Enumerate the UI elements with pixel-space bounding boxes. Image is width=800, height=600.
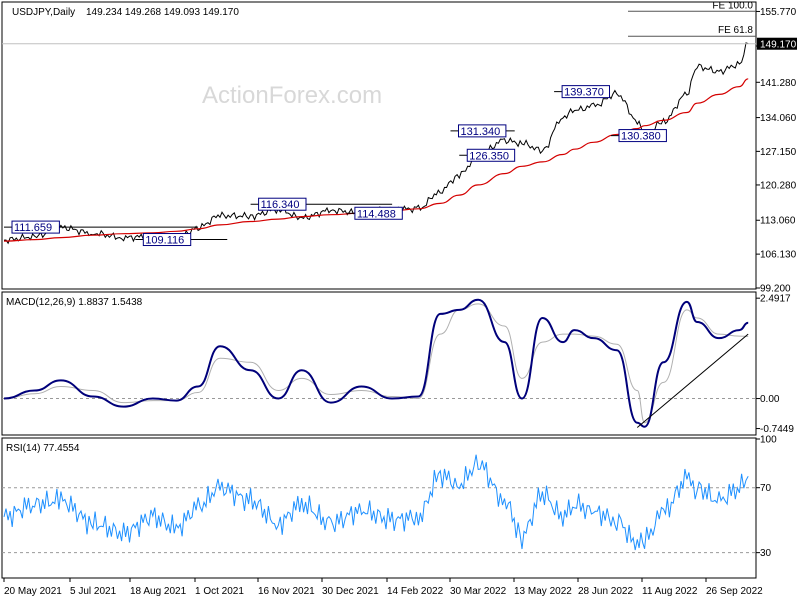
level-label: 131.340 [460, 126, 500, 138]
last-price-label: 149.170 [760, 40, 797, 51]
x-tick-label: 28 Jun 2022 [578, 586, 633, 597]
price-y-tick-label: 113.060 [760, 216, 796, 227]
fe-label: FE 61.8 [718, 25, 753, 36]
price-y-tick-label: 155.770 [760, 7, 797, 18]
level-label-box [354, 206, 403, 220]
moving-average-line [3, 78, 749, 242]
price-y-tick-label: 99.200 [760, 284, 791, 295]
x-tick-label: 13 May 2022 [514, 586, 572, 597]
level-label: 116.340 [261, 199, 300, 211]
last-price-box [757, 37, 797, 50]
x-tick-label: 11 Aug 2022 [642, 586, 698, 597]
level-label-box [142, 233, 192, 247]
x-tick-label: 26 Sep 2022 [706, 586, 763, 597]
rsi-y-tick-label: 100 [760, 435, 777, 446]
rsi-series [3, 454, 749, 551]
macd-line [3, 298, 749, 428]
price-y-tick-label: 106.130 [760, 250, 797, 261]
x-tick-label: 18 Aug 2021 [130, 586, 187, 597]
x-tick-label: 14 Feb 2022 [387, 586, 444, 597]
price-annotations: 111.659 109.116 116.340 114.488 131.340 126.3… [4, 85, 667, 247]
panel-frames [1, 1, 757, 579]
level-label: 111.659 [14, 222, 52, 234]
symbol-label: USDJPY,Daily [12, 7, 75, 18]
rsi-y-tick-label: 70 [760, 483, 772, 494]
macd-y-tick-label: -0.7449 [760, 424, 794, 435]
x-tick-label: 30 Dec 2021 [322, 586, 379, 597]
price-panel-header: USDJPY,Daily 149.234 149.268 149.093 149… [12, 7, 239, 18]
level-label: 109.116 [145, 235, 184, 247]
macd-y-axis: 2.4917 0.00 -0.7449 [2, 294, 794, 435]
fe-label: FE 100.0 [712, 0, 753, 11]
date-x-axis: 20 May 2021 5 Jul 2021 18 Aug 2021 1 Oct 20… [3, 578, 763, 597]
rsi-y-tick-label: 30 [760, 548, 772, 559]
ohlc-readout: 149.234 149.268 149.093 149.170 [86, 7, 239, 18]
level-label-box [466, 148, 516, 162]
level-label: 126.350 [469, 150, 509, 162]
level-label: 139.370 [564, 87, 604, 99]
x-tick-label: 16 Nov 2021 [258, 586, 315, 597]
rsi-title: RSI(14) 77.4554 [6, 443, 80, 454]
macd-y-tick-label: 0.00 [760, 394, 780, 405]
macd-y-tick-label: 2.4917 [760, 294, 791, 305]
price-y-tick-label: 141.280 [760, 78, 797, 89]
x-tick-label: 20 May 2021 [4, 586, 62, 597]
level-label-box [258, 197, 307, 211]
level-label-box [457, 124, 507, 138]
macd-title: MACD(12,26,9) 1.8837 1.5438 [6, 297, 143, 308]
level-label: 130.380 [621, 131, 661, 143]
rsi-y-axis: 100 70 30 [2, 435, 777, 559]
macd-series [3, 298, 749, 428]
rsi-panel-frame [1, 437, 757, 579]
x-tick-label: 5 Jul 2021 [70, 586, 117, 597]
watermark: ActionForex.com [202, 82, 382, 109]
fibonacci-extension-lines: FE 100.0 FE 61.8 [628, 0, 756, 37]
price-y-tick-label: 134.060 [760, 113, 797, 124]
rsi-line [3, 454, 749, 551]
price-y-tick-label: 127.150 [760, 147, 797, 158]
level-label-box [618, 129, 667, 143]
x-tick-label: 1 Oct 2021 [195, 586, 244, 597]
level-label-box [561, 85, 610, 99]
level-label-box [11, 220, 60, 234]
macd-trendline [636, 333, 749, 428]
price-y-tick-label: 120.280 [760, 180, 797, 191]
price-panel-frame [1, 1, 757, 290]
level-label: 114.488 [357, 208, 396, 220]
last-price-marker: 149.170 [2, 37, 797, 51]
x-tick-label: 30 Mar 2022 [450, 586, 507, 597]
macd-panel-frame [1, 291, 757, 436]
